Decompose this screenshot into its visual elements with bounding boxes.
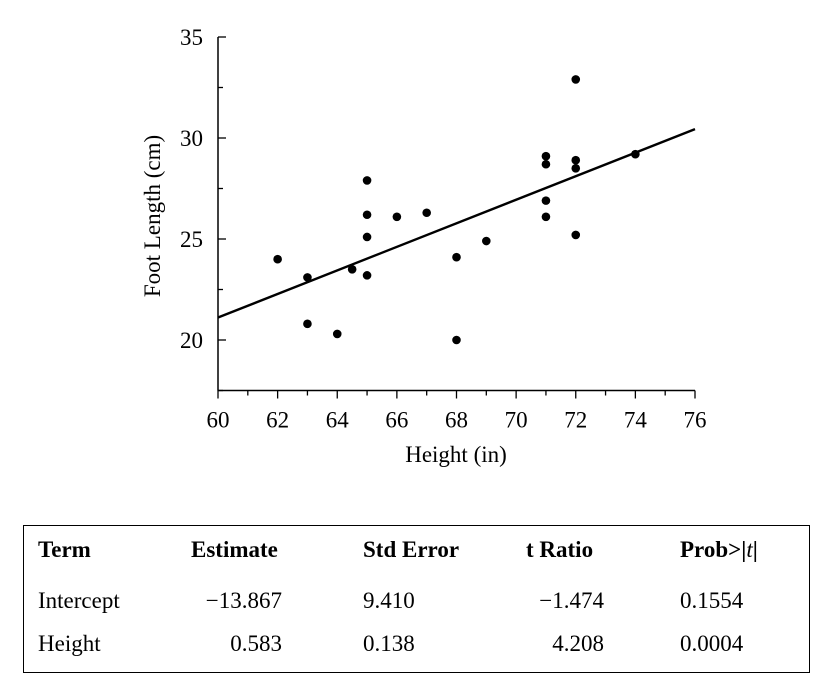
data-point — [362, 271, 372, 280]
data-points — [273, 75, 640, 345]
data-point — [571, 155, 581, 165]
header-prob-prefix: Prob>| — [680, 537, 747, 562]
regression-table: Term Estimate Std Error t Ratio Prob>|t|… — [23, 525, 810, 673]
row-intercept-prob: 0.1554 — [680, 588, 744, 613]
row-height-term: Height — [38, 631, 101, 656]
row-intercept-std-error: 9.410 — [363, 588, 415, 613]
data-point — [303, 273, 312, 282]
x-tick-label: 72 — [564, 408, 587, 433]
row-height-std-error: 0.138 — [363, 631, 415, 656]
row-height-t-ratio: 4.208 — [552, 631, 604, 656]
header-prob-t: t — [746, 537, 753, 562]
y-axis-label: Foot Length (cm) — [140, 135, 165, 297]
regression-line — [217, 127, 696, 319]
x-tick-label: 64 — [326, 408, 350, 433]
y-tick-label: 30 — [180, 126, 203, 151]
data-point — [347, 265, 357, 274]
data-point — [541, 151, 551, 161]
ticks — [217, 36, 696, 399]
row-intercept-estimate: −13.867 — [205, 588, 282, 613]
x-tick-label: 74 — [624, 408, 648, 433]
x-tick-label: 60 — [207, 408, 230, 433]
x-tick-label: 76 — [684, 408, 707, 433]
x-axis-label: Height (in) — [405, 442, 507, 467]
header-std-error: Std Error — [363, 537, 460, 562]
scatter-plot: 60 62 64 66 68 70 72 74 76 20 25 30 35 Height (in) F… — [140, 25, 707, 467]
data-point — [362, 210, 372, 220]
x-tick-label: 68 — [445, 408, 468, 433]
data-point — [362, 232, 372, 242]
tick-labels: 60 62 64 66 68 70 72 74 76 20 25 30 35 — [180, 25, 707, 433]
data-point — [541, 212, 551, 222]
header-prob: Prob>|t| — [680, 537, 758, 563]
data-point — [482, 236, 491, 246]
header-estimate: Estimate — [191, 537, 278, 562]
data-point — [541, 196, 551, 205]
y-tick-label: 35 — [180, 25, 203, 50]
header-prob-suffix: | — [752, 537, 758, 562]
data-point — [273, 254, 282, 264]
y-tick-label: 25 — [180, 227, 203, 252]
row-height-estimate: 0.583 — [230, 631, 282, 656]
x-tick-label: 62 — [266, 408, 289, 433]
header-term: Term — [38, 537, 91, 562]
x-tick-label: 70 — [505, 408, 528, 433]
y-tick-label: 20 — [180, 328, 203, 353]
data-point — [452, 252, 461, 262]
header-t-ratio: t Ratio — [526, 537, 594, 562]
data-point — [571, 230, 581, 240]
row-intercept-t-ratio: −1.474 — [539, 588, 604, 613]
data-point — [303, 319, 312, 329]
x-tick-label: 66 — [385, 408, 408, 433]
data-point — [392, 212, 402, 222]
data-point — [332, 329, 342, 339]
data-point — [422, 208, 431, 218]
data-point — [362, 176, 372, 185]
data-point — [571, 164, 581, 173]
row-intercept-term: Intercept — [38, 588, 120, 613]
data-point — [541, 159, 551, 169]
data-point — [452, 335, 461, 345]
data-point — [631, 149, 640, 159]
row-height-prob: 0.0004 — [680, 631, 744, 656]
data-point — [571, 75, 581, 84]
